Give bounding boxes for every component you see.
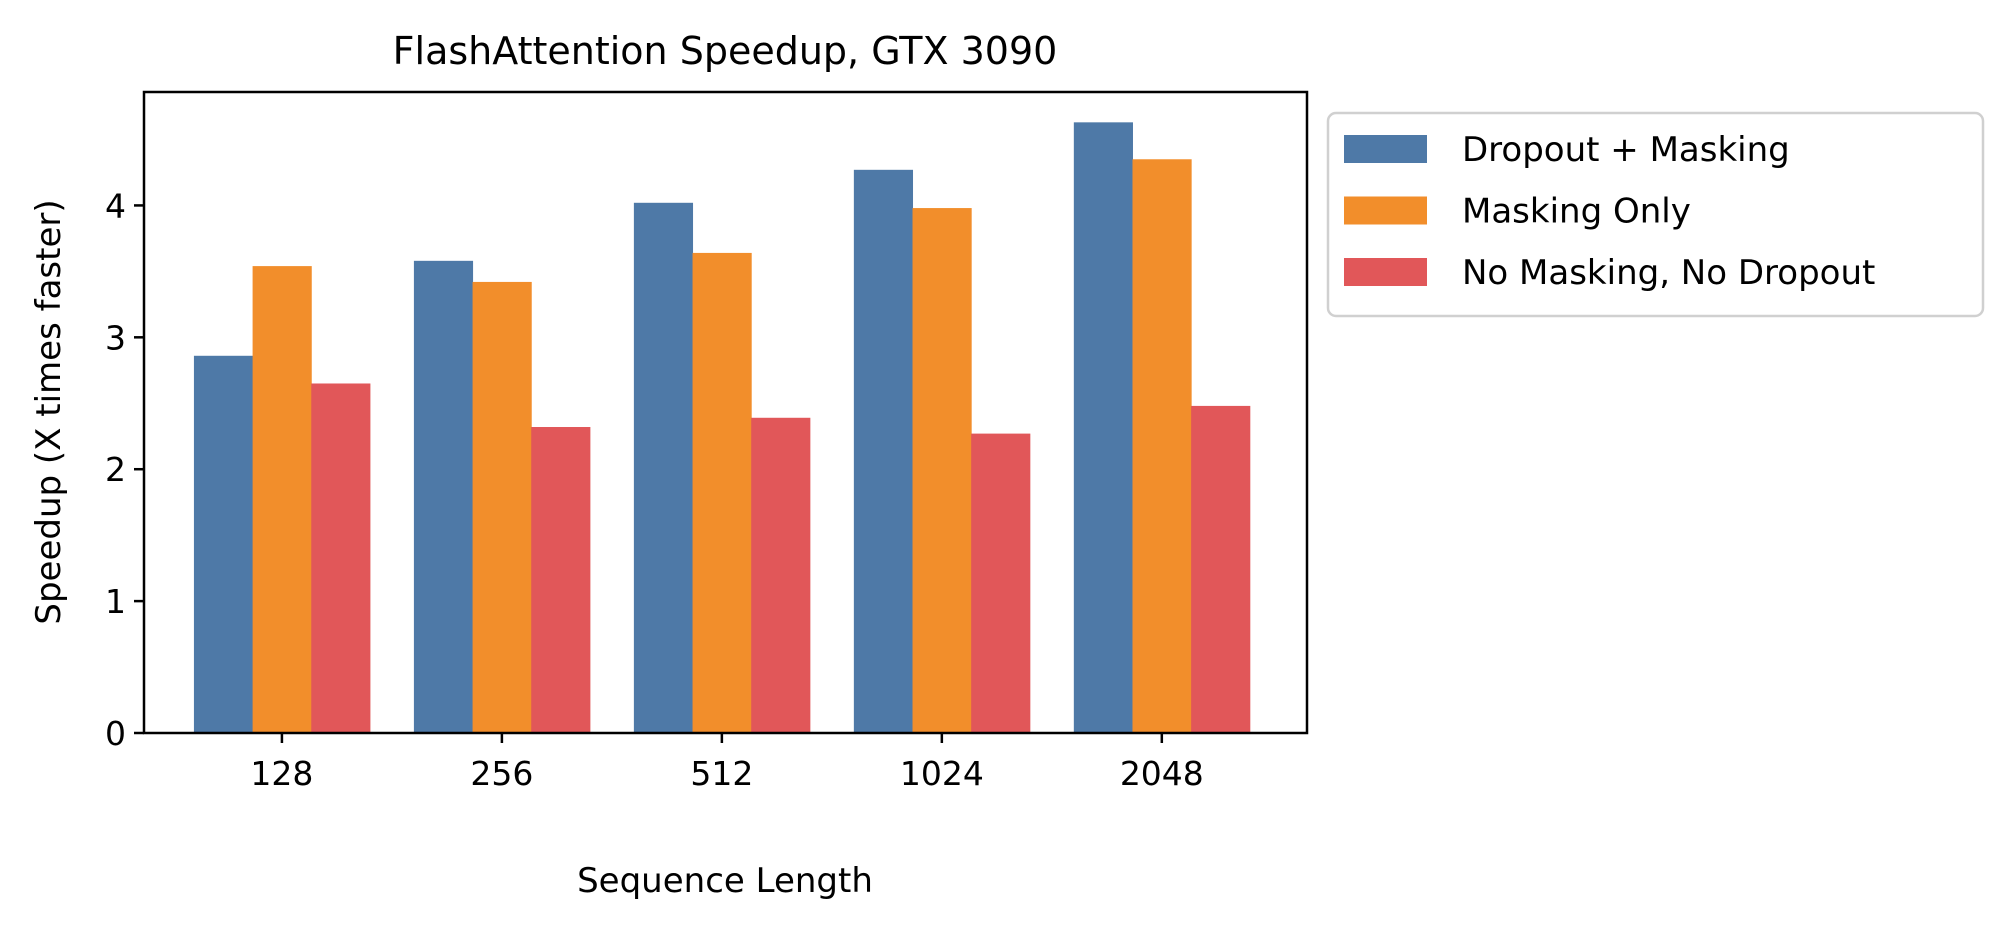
x-tick-label: 256 [470, 754, 533, 793]
legend: Dropout + Masking Masking Only No Masking,… [1326, 111, 1985, 318]
bar-256-series-2 [531, 427, 591, 733]
bar-2048-series-1 [1132, 159, 1192, 733]
x-tick-label: 1024 [900, 754, 984, 793]
bar-256-series-0 [413, 260, 474, 733]
bar-128-series-2 [311, 383, 371, 733]
y-tick-label: 3 [105, 318, 126, 357]
legend-label: Dropout + Masking [1462, 130, 1790, 170]
x-tick-label: 512 [690, 754, 753, 793]
legend-label: No Masking, No Dropout [1462, 253, 1875, 293]
legend-label: Masking Only [1462, 192, 1691, 232]
y-axis-ticks: 0 1 2 3 4 [105, 186, 144, 753]
y-tick-label: 2 [105, 450, 126, 489]
y-tick-label: 1 [105, 582, 126, 621]
plot-frame [142, 90, 1309, 735]
chart-title: FlashAttention Speedup, GTX 3090 [393, 29, 1058, 73]
bar-2048-series-2 [1191, 405, 1251, 733]
bar-256-series-1 [472, 281, 532, 733]
bar-512-series-2 [751, 417, 811, 733]
bar-1024-series-2 [971, 433, 1031, 733]
legend-frame [1326, 111, 1985, 318]
bar-128-series-0 [193, 355, 254, 733]
bar-1024-series-0 [853, 169, 914, 733]
x-tick-label: 128 [250, 754, 313, 793]
x-tick-label: 2048 [1120, 754, 1204, 793]
legend-swatch [1344, 135, 1427, 163]
bar-2048-series-0 [1073, 122, 1133, 733]
bar-512-series-0 [633, 202, 694, 733]
bar-512-series-1 [692, 252, 752, 733]
bar-1024-series-1 [912, 208, 972, 733]
y-tick-label: 0 [105, 714, 126, 753]
legend-swatch [1344, 196, 1427, 225]
legend-swatch [1344, 258, 1427, 286]
y-axis-label: Speedup (X times faster) [29, 199, 69, 624]
x-axis-ticks: 128 256 512 1024 2048 [250, 733, 1204, 793]
x-axis-label: Sequence Length [577, 861, 873, 901]
y-tick-label: 4 [105, 186, 126, 225]
bars [193, 122, 1251, 733]
bar-128-series-1 [252, 266, 312, 733]
